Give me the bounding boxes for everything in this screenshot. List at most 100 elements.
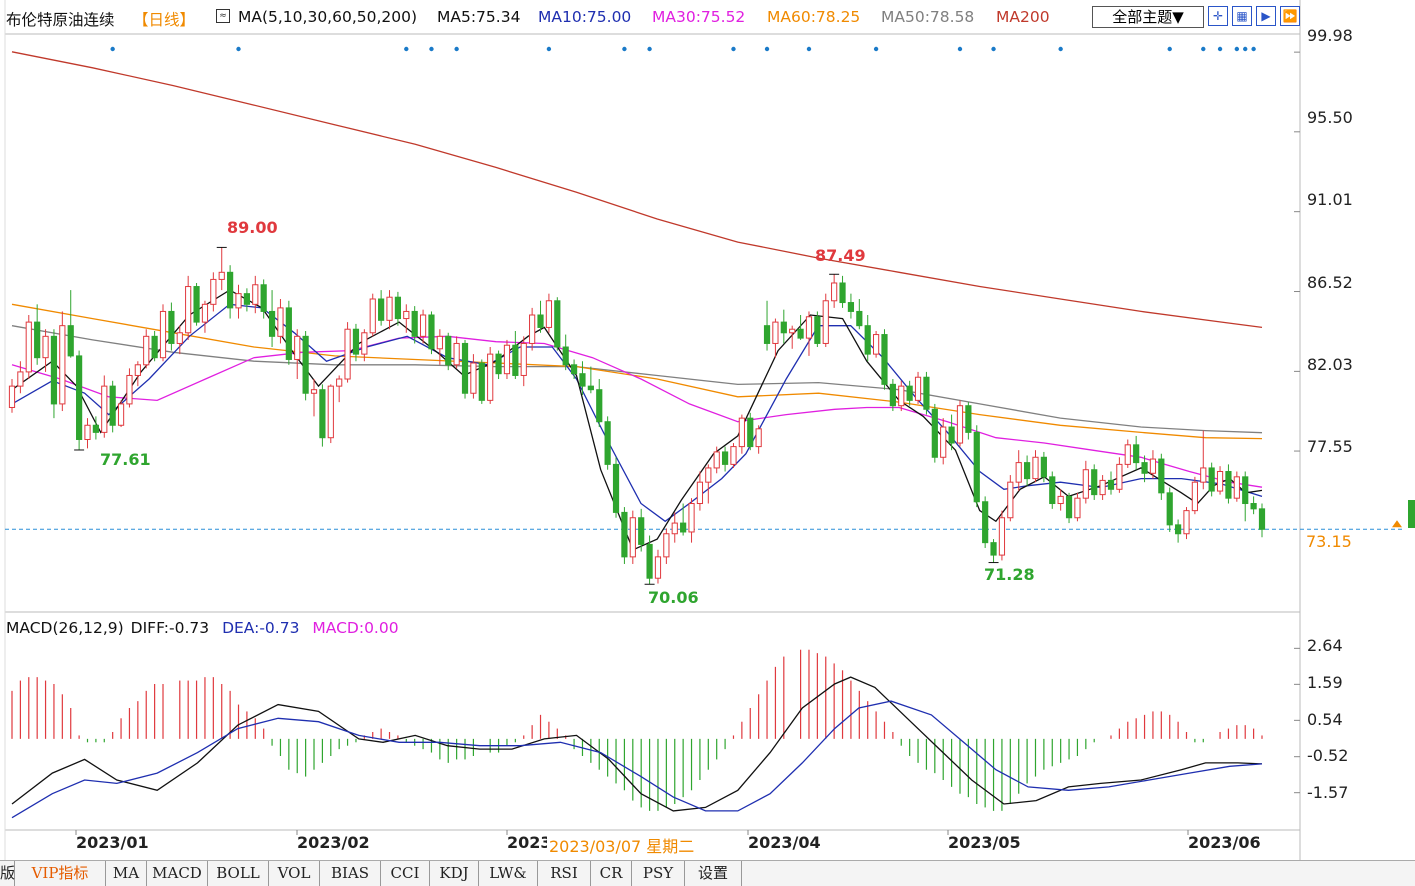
candle-body — [227, 271, 234, 309]
ma5-value: MA5:75.34 — [437, 8, 521, 26]
candle-body — [680, 522, 687, 533]
event-dot — [404, 46, 409, 52]
crosshair-tool-icon[interactable]: ✛ — [1208, 6, 1228, 26]
cursor-date-label: 2023/03/07 星期二 — [547, 833, 697, 857]
candle-body — [839, 282, 846, 304]
event-dot — [957, 46, 963, 52]
candle-body — [1049, 476, 1056, 505]
tab-kdj[interactable]: KDJ — [430, 861, 479, 886]
y-tick: 77.55 — [1307, 437, 1353, 456]
side-panel-marker[interactable] — [1408, 500, 1415, 528]
candle-body — [789, 328, 796, 334]
period-label[interactable]: 【日线】 — [133, 11, 196, 29]
tab-settings[interactable]: 设置 — [685, 861, 742, 886]
candle-body — [529, 314, 536, 344]
candle-body — [545, 300, 553, 328]
candle-body — [1216, 471, 1224, 492]
candle-body — [696, 481, 704, 505]
macd-y-tick: -1.57 — [1307, 783, 1349, 802]
event-dot — [1058, 46, 1063, 52]
ma60-line — [11, 303, 1263, 440]
x-tick: 2023/05 — [948, 833, 1021, 852]
candle-body — [772, 321, 779, 344]
candle-body — [369, 298, 376, 334]
event-dot — [873, 46, 879, 52]
candle-body — [168, 310, 175, 344]
candle-body — [537, 314, 544, 328]
candle-body — [1175, 524, 1182, 535]
tab-psy[interactable]: PSY — [632, 861, 685, 886]
candle-body — [1225, 471, 1232, 499]
event-dot — [1251, 46, 1256, 52]
macd-y-tick: 0.54 — [1307, 710, 1343, 729]
candle-body — [1191, 481, 1198, 512]
tab-vol[interactable]: VOL — [269, 861, 320, 886]
low-annotation: 70.06 — [648, 588, 699, 607]
candle-body — [956, 405, 964, 444]
tab-vip[interactable]: VIP指标 — [15, 861, 106, 886]
tab-boll[interactable]: BOLL — [208, 861, 269, 886]
candle-body — [940, 426, 947, 458]
candle-body — [252, 284, 259, 305]
candle-body — [646, 543, 653, 579]
candle-body — [596, 389, 603, 423]
candle-body — [747, 417, 754, 448]
play-tool-icon[interactable]: ▶ — [1256, 6, 1276, 26]
candle-body — [1233, 476, 1240, 499]
candle-body — [1032, 456, 1039, 480]
candle-body — [1065, 495, 1073, 519]
tab-lw[interactable]: LW& — [479, 861, 538, 886]
event-dot — [110, 46, 115, 52]
candle-body — [948, 426, 955, 444]
candle-body — [990, 542, 997, 556]
high-annotation: 89.00 — [227, 218, 278, 237]
candle-body — [76, 355, 83, 440]
candle-body — [25, 321, 32, 373]
candle-body — [1057, 495, 1064, 505]
ma200-line — [11, 51, 1263, 329]
candle-body — [403, 310, 410, 320]
y-tick: 95.50 — [1307, 108, 1353, 127]
theme-dropdown[interactable]: 全部主题▼ — [1092, 6, 1204, 28]
indicator-settings-icon[interactable]: ≈ — [216, 9, 230, 23]
candle-body — [872, 334, 880, 355]
tab-macd[interactable]: MACD — [147, 861, 208, 886]
candle-body — [201, 303, 209, 323]
candle-body — [998, 517, 1006, 556]
candle-body — [1091, 469, 1098, 496]
tab-bias[interactable]: BIAS — [320, 861, 381, 886]
candle-body — [763, 325, 771, 344]
event-dot — [806, 46, 812, 52]
x-tick: 2023/02 — [297, 833, 370, 852]
candle-body — [92, 424, 99, 433]
candle-body — [713, 451, 720, 469]
macd-dea: DEA:-0.73 — [222, 619, 300, 637]
macd-config: MACD(26,12,9) — [6, 619, 124, 637]
tab-left-scroll[interactable]: 版 — [0, 861, 15, 886]
event-dot — [1167, 46, 1172, 52]
layout-tool-icon[interactable]: ▦ — [1232, 6, 1252, 26]
candle-body — [1133, 444, 1140, 464]
tab-cr[interactable]: CR — [591, 861, 632, 886]
candle-body — [134, 364, 141, 376]
candle-body — [889, 383, 896, 407]
candle-body — [604, 421, 611, 465]
candle-body — [923, 376, 930, 410]
tab-cci[interactable]: CCI — [381, 861, 430, 886]
ma-config: MA(5,10,30,60,50,200) — [238, 8, 418, 26]
candle-body — [1158, 458, 1165, 494]
candle-body — [520, 342, 527, 376]
macd-y-tick: 1.59 — [1307, 673, 1343, 692]
macd-diff-line — [11, 676, 1263, 812]
candle-body — [965, 405, 972, 433]
candle-body — [629, 517, 636, 558]
candle-body — [1200, 467, 1207, 483]
candle-body — [327, 385, 334, 439]
ma10-value: MA10:75.00 — [538, 8, 632, 26]
candle-body — [352, 328, 360, 355]
candle-body — [730, 446, 737, 465]
event-dot — [1201, 46, 1206, 52]
forward-tool-icon[interactable]: ⏩ — [1280, 6, 1300, 26]
tab-ma[interactable]: MA — [106, 861, 147, 886]
tab-rsi[interactable]: RSI — [538, 861, 591, 886]
